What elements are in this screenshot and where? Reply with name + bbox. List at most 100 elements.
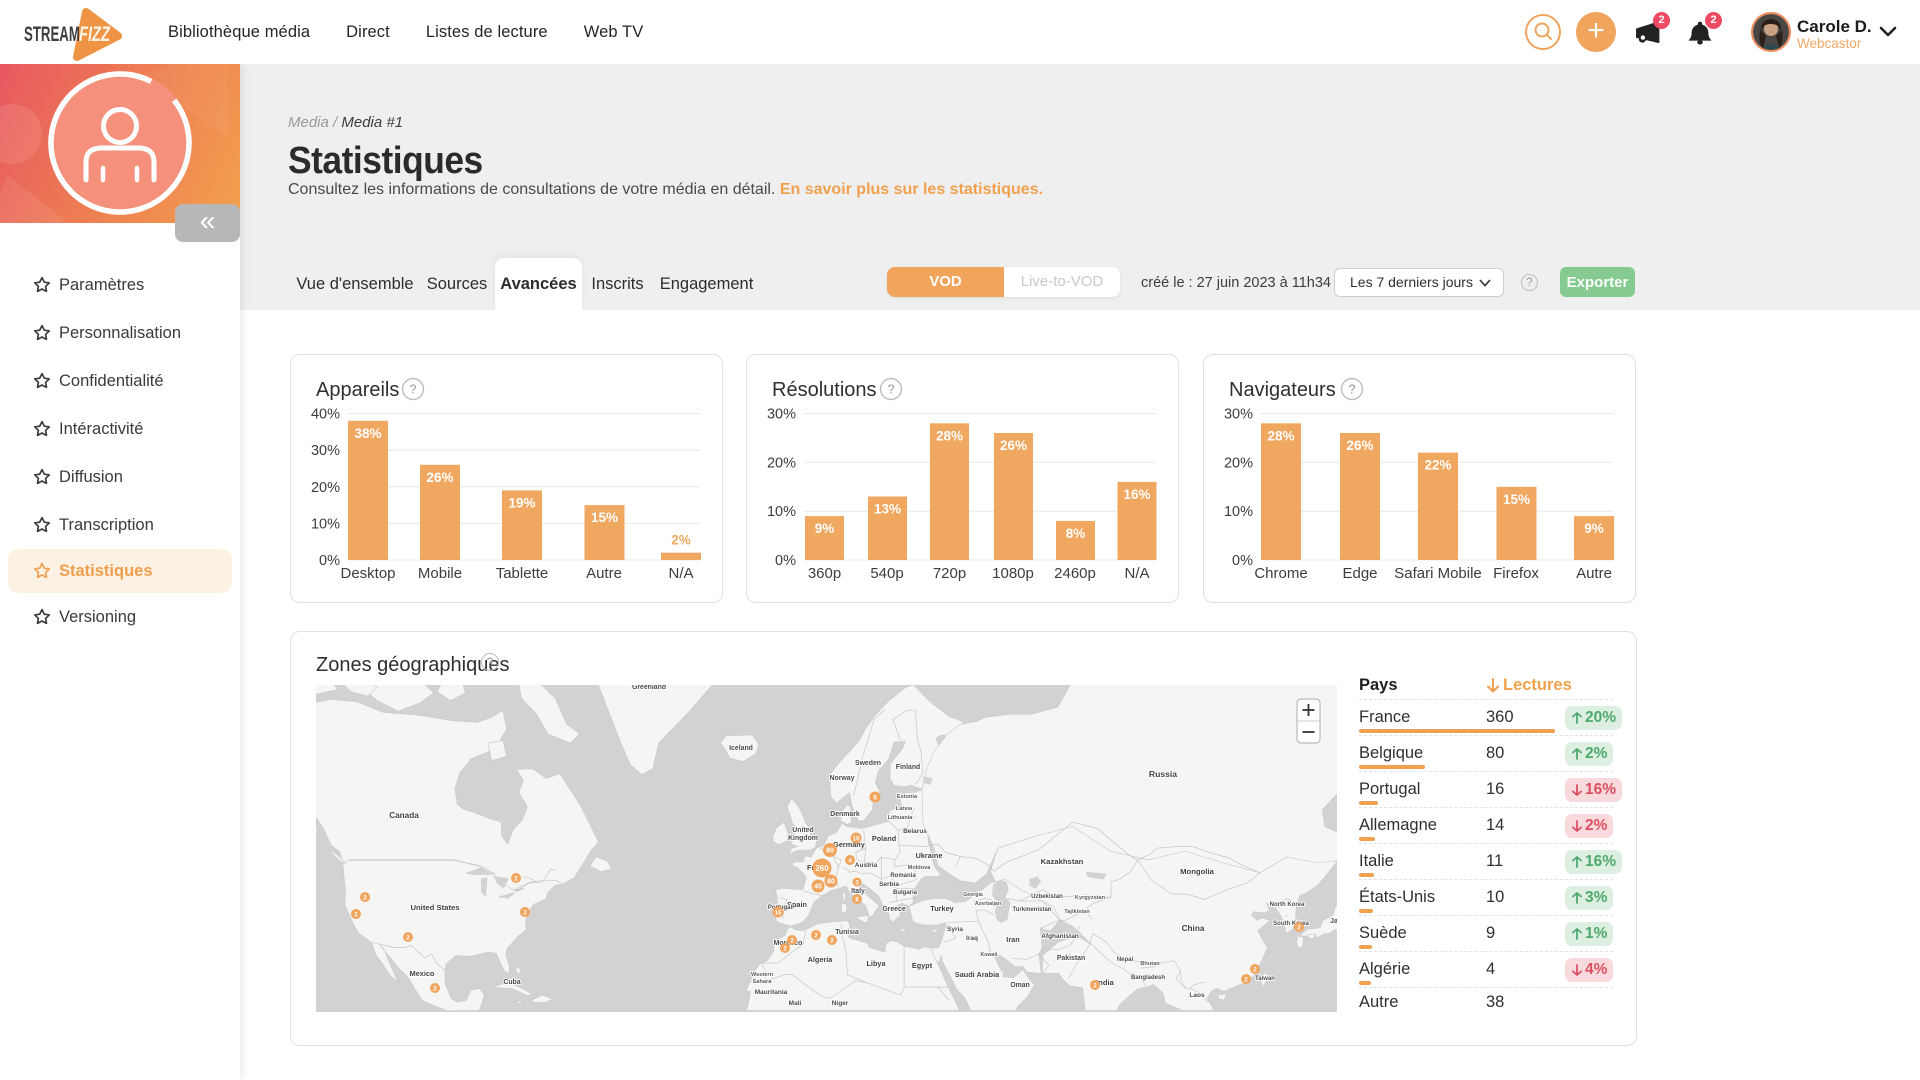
svg-text:Canada: Canada xyxy=(389,811,419,820)
svg-text:Résolutions: Résolutions xyxy=(772,379,877,401)
svg-text:28%: 28% xyxy=(1267,428,1294,443)
svg-text:China: China xyxy=(1182,924,1205,933)
svg-text:Romania: Romania xyxy=(890,873,916,879)
svg-text:Desktop: Desktop xyxy=(340,565,395,582)
svg-text:Germany: Germany xyxy=(833,840,866,849)
svg-text:?: ? xyxy=(888,383,895,397)
svg-text:2: 2 xyxy=(830,937,834,944)
svg-text:15%: 15% xyxy=(1503,492,1530,507)
svg-text:Niger: Niger xyxy=(832,1000,849,1007)
svg-text:2: 2 xyxy=(433,985,437,992)
svg-text:40: 40 xyxy=(814,884,822,891)
svg-text:20%: 20% xyxy=(767,455,796,471)
svg-text:Serbia: Serbia xyxy=(879,881,899,888)
svg-text:Turkey: Turkey xyxy=(930,904,954,913)
svg-text:26%: 26% xyxy=(426,470,453,485)
svg-text:2: 2 xyxy=(354,911,358,918)
svg-text:Mali: Mali xyxy=(789,1000,802,1007)
svg-text:Pakistan: Pakistan xyxy=(1057,955,1085,962)
svg-text:540p: 540p xyxy=(870,565,903,582)
svg-text:2: 2 xyxy=(783,945,787,952)
svg-text:0%: 0% xyxy=(319,553,340,569)
svg-text:8: 8 xyxy=(855,896,859,903)
svg-text:1080p: 1080p xyxy=(992,565,1034,582)
svg-text:Ukraine: Ukraine xyxy=(916,851,943,860)
svg-text:16%: 16% xyxy=(1123,487,1150,502)
svg-text:9: 9 xyxy=(873,794,877,801)
svg-text:?: ? xyxy=(410,383,417,397)
svg-text:Safari Mobile: Safari Mobile xyxy=(1394,565,1482,582)
svg-text:Autre: Autre xyxy=(1576,565,1612,582)
svg-text:10%: 10% xyxy=(1224,504,1253,520)
svg-text:Chrome: Chrome xyxy=(1254,565,1307,582)
svg-text:Latvia: Latvia xyxy=(896,806,913,812)
svg-text:Tablette: Tablette xyxy=(496,565,549,582)
svg-text:United: United xyxy=(792,827,813,834)
svg-text:2: 2 xyxy=(814,932,818,939)
svg-text:North Korea: North Korea xyxy=(1270,902,1305,908)
svg-text:2: 2 xyxy=(1297,924,1301,931)
svg-text:Mexico: Mexico xyxy=(410,969,435,978)
svg-text:Morocco: Morocco xyxy=(774,940,803,947)
svg-text:80: 80 xyxy=(827,879,835,886)
svg-text:Navigateurs: Navigateurs xyxy=(1229,379,1336,401)
svg-text:N/A: N/A xyxy=(1124,565,1149,582)
svg-text:30%: 30% xyxy=(311,443,340,459)
svg-text:Mauritania: Mauritania xyxy=(755,989,788,996)
svg-text:Firefox: Firefox xyxy=(1493,565,1539,582)
svg-text:Kazakhstan: Kazakhstan xyxy=(1041,857,1084,866)
svg-text:8%: 8% xyxy=(1066,526,1086,541)
svg-text:Edge: Edge xyxy=(1342,565,1377,582)
svg-text:Bangladesh: Bangladesh xyxy=(1131,975,1165,981)
svg-text:Iceland: Iceland xyxy=(729,745,753,752)
svg-text:260: 260 xyxy=(815,864,829,873)
svg-text:Belarus: Belarus xyxy=(903,828,927,835)
svg-text:Tajikistan: Tajikistan xyxy=(1064,909,1090,915)
svg-text:Saudi Arabia: Saudi Arabia xyxy=(955,970,1000,979)
svg-text:Kingdom: Kingdom xyxy=(788,835,818,842)
svg-text:9%: 9% xyxy=(815,521,835,536)
svg-text:Kuwait: Kuwait xyxy=(980,952,997,958)
svg-text:Denmark: Denmark xyxy=(830,811,860,818)
svg-text:Georgia: Georgia xyxy=(963,892,983,898)
svg-text:2: 2 xyxy=(1253,966,1257,973)
svg-text:Bulgaria: Bulgaria xyxy=(893,890,918,896)
svg-text:2: 2 xyxy=(406,934,410,941)
svg-text:26%: 26% xyxy=(1346,438,1373,453)
svg-text:Lithuania: Lithuania xyxy=(888,815,914,821)
svg-text:10: 10 xyxy=(852,835,860,842)
svg-text:Italy: Italy xyxy=(851,888,865,895)
svg-text:Nepal: Nepal xyxy=(1117,957,1134,963)
svg-text:?: ? xyxy=(1349,383,1356,397)
svg-text:0%: 0% xyxy=(775,553,796,569)
svg-text:Kyrgyzstan: Kyrgyzstan xyxy=(1075,895,1106,901)
svg-text:3: 3 xyxy=(523,909,527,916)
svg-text:Greece: Greece xyxy=(882,906,906,913)
svg-text:30%: 30% xyxy=(1224,407,1253,423)
svg-text:Japa: Japa xyxy=(1330,918,1337,925)
svg-text:2: 2 xyxy=(790,937,794,944)
svg-text:Western: Western xyxy=(751,972,774,978)
svg-text:Turkmenistan: Turkmenistan xyxy=(1013,907,1052,913)
svg-text:Iran: Iran xyxy=(1006,935,1019,944)
svg-text:15%: 15% xyxy=(591,510,618,525)
svg-text:2: 2 xyxy=(514,875,518,882)
svg-text:Mongolia: Mongolia xyxy=(1180,867,1214,876)
svg-text:20%: 20% xyxy=(311,480,340,496)
svg-text:Oman: Oman xyxy=(1010,982,1030,989)
svg-text:28%: 28% xyxy=(936,428,963,443)
svg-text:2%: 2% xyxy=(671,533,691,548)
svg-text:26%: 26% xyxy=(1000,438,1027,453)
svg-text:Austria: Austria xyxy=(855,862,878,869)
svg-text:Laos: Laos xyxy=(1189,992,1205,999)
svg-text:Greenland: Greenland xyxy=(632,685,666,691)
svg-text:4: 4 xyxy=(848,857,852,864)
svg-text:19%: 19% xyxy=(508,495,535,510)
svg-text:Poland: Poland xyxy=(872,834,896,843)
svg-text:Afghanistan: Afghanistan xyxy=(1041,933,1079,940)
svg-text:Sweden: Sweden xyxy=(855,760,881,767)
svg-text:Spain: Spain xyxy=(787,900,807,909)
svg-text:Egypt: Egypt xyxy=(912,961,933,970)
svg-text:Tunisia: Tunisia xyxy=(835,929,859,936)
svg-text:40%: 40% xyxy=(311,407,340,423)
